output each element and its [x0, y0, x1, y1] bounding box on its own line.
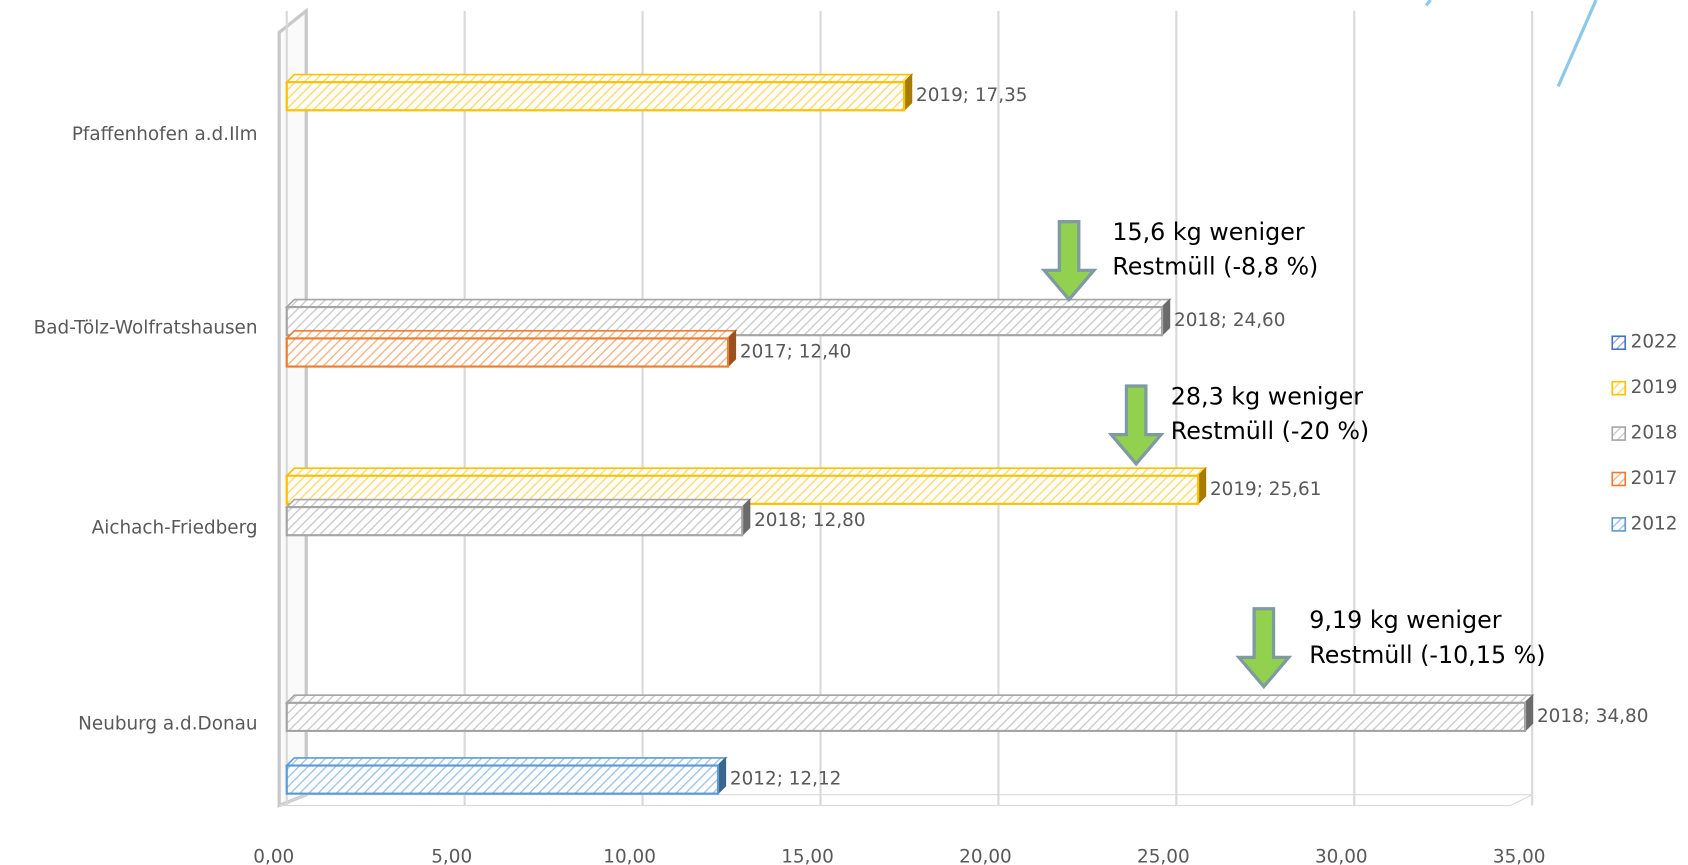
annotation-text: 15,6 kg weniger	[1112, 218, 1304, 246]
annotation-arrow	[1107, 384, 1165, 467]
legend-label: 2017	[1631, 468, 1678, 489]
annotation-text: Restmüll (-10,15 %)	[1309, 641, 1545, 669]
x-tick-label: 10,00	[603, 846, 656, 865]
data-label: 2012; 12,12	[730, 769, 841, 790]
x-tick-label: 35,00	[1493, 846, 1546, 865]
bar-front	[285, 701, 1527, 733]
bar-front	[285, 337, 730, 368]
bar-top	[284, 298, 1172, 308]
x-tick-label: 25,00	[1137, 846, 1190, 865]
data-label: 2017; 12,40	[740, 341, 851, 362]
bar	[284, 329, 738, 368]
bar-top	[284, 73, 914, 83]
x-tick-label: 5,00	[431, 846, 472, 865]
bar	[284, 73, 914, 112]
bar	[284, 466, 1208, 506]
data-label: 2018; 24,60	[1174, 310, 1285, 331]
data-label: 2018; 34,80	[1537, 706, 1648, 727]
annotation-text: 9,19 kg weniger	[1309, 606, 1501, 634]
bar-top	[284, 330, 738, 340]
annotation-arrow	[1235, 607, 1293, 690]
annotation-text: 28,3 kg weniger	[1171, 382, 1363, 410]
category-label: Aichach-Friedberg	[92, 518, 258, 539]
x-tick-label: 15,00	[781, 846, 834, 865]
category-label: Bad-Tölz-Wolfratshausen	[34, 318, 258, 339]
bar	[284, 298, 1172, 337]
legend-label: 2018	[1631, 423, 1678, 444]
bar-top	[284, 757, 728, 767]
legend-label: 2019	[1631, 377, 1678, 398]
bar-top	[284, 467, 1208, 477]
x-tick-label: 30,00	[1315, 846, 1368, 865]
bar-front	[285, 764, 720, 795]
annotation-text: Restmüll (-8,8 %)	[1112, 253, 1318, 281]
data-label: 2019; 17,35	[916, 85, 1027, 106]
bar-front	[285, 81, 906, 112]
bar-front	[285, 506, 744, 537]
floor	[278, 794, 1533, 807]
bar	[284, 756, 728, 795]
annotation-text: Restmüll (-20 %)	[1171, 417, 1369, 445]
legend-label: 2012	[1631, 513, 1678, 534]
legend-swatch	[1611, 335, 1627, 351]
legend-swatch	[1611, 380, 1627, 396]
category-label: Neuburg a.d.Donau	[78, 713, 257, 734]
bar-top	[284, 498, 752, 508]
legend-swatch	[1611, 517, 1627, 532]
category-label: Pfaffenhofen a.d.Ilm	[72, 124, 258, 145]
x-tick-label: 20,00	[959, 846, 1012, 865]
bar	[284, 693, 1535, 733]
x-tick-label: 0,00	[253, 846, 294, 865]
legend-swatch	[1611, 471, 1627, 487]
wall	[277, 7, 308, 808]
data-label: 2019; 25,61	[1210, 479, 1321, 500]
decoration	[1424, 0, 1598, 88]
bar	[284, 498, 752, 537]
bar-top	[284, 694, 1535, 704]
legend-label: 2022	[1631, 332, 1678, 353]
legend-swatch	[1611, 426, 1627, 441]
annotation-arrow	[1040, 220, 1098, 303]
data-label: 2018; 12,80	[754, 510, 865, 531]
